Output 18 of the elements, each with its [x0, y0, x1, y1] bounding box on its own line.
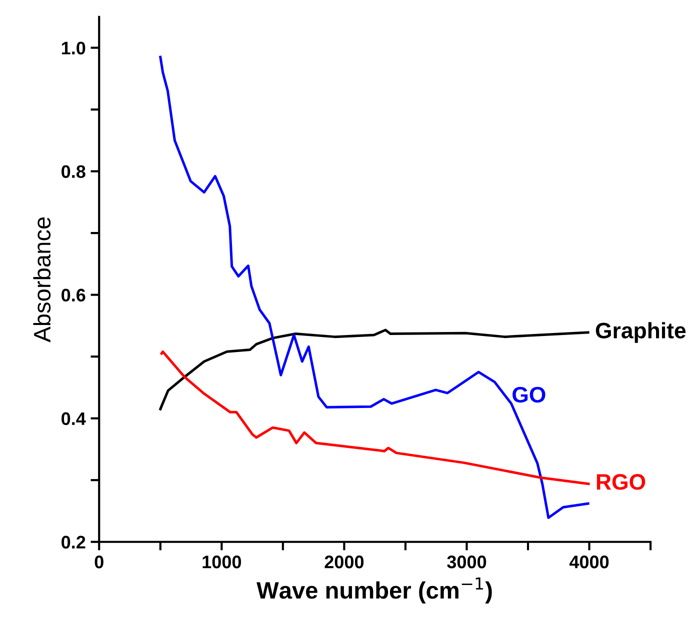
x-tick-label: 1000: [202, 556, 241, 568]
y-tick-label: 0.4: [62, 412, 86, 426]
y-tick-label: 1.0: [62, 42, 86, 54]
x-tick-label: 4000: [569, 556, 609, 568]
line-series: [159, 328, 590, 410]
series-label: GO: [512, 386, 546, 403]
series-label: RGO: [596, 474, 646, 490]
x-tick-label: 2000: [324, 556, 364, 568]
text: 0.2: [62, 536, 86, 549]
y-axis-title: Absorbance: [33, 217, 51, 342]
x-tick-label: 3000: [447, 556, 486, 568]
y-tick-label: 0.6: [62, 288, 86, 302]
y-tick-label: 0.8: [62, 165, 86, 178]
series-label: Graphite: [596, 322, 686, 343]
line-series: [160, 350, 590, 486]
line-series: [159, 56, 590, 520]
x-axis-title: Wave number (cm$^{−1}$): [256, 577, 492, 604]
x-tick-label: 0: [94, 556, 104, 568]
